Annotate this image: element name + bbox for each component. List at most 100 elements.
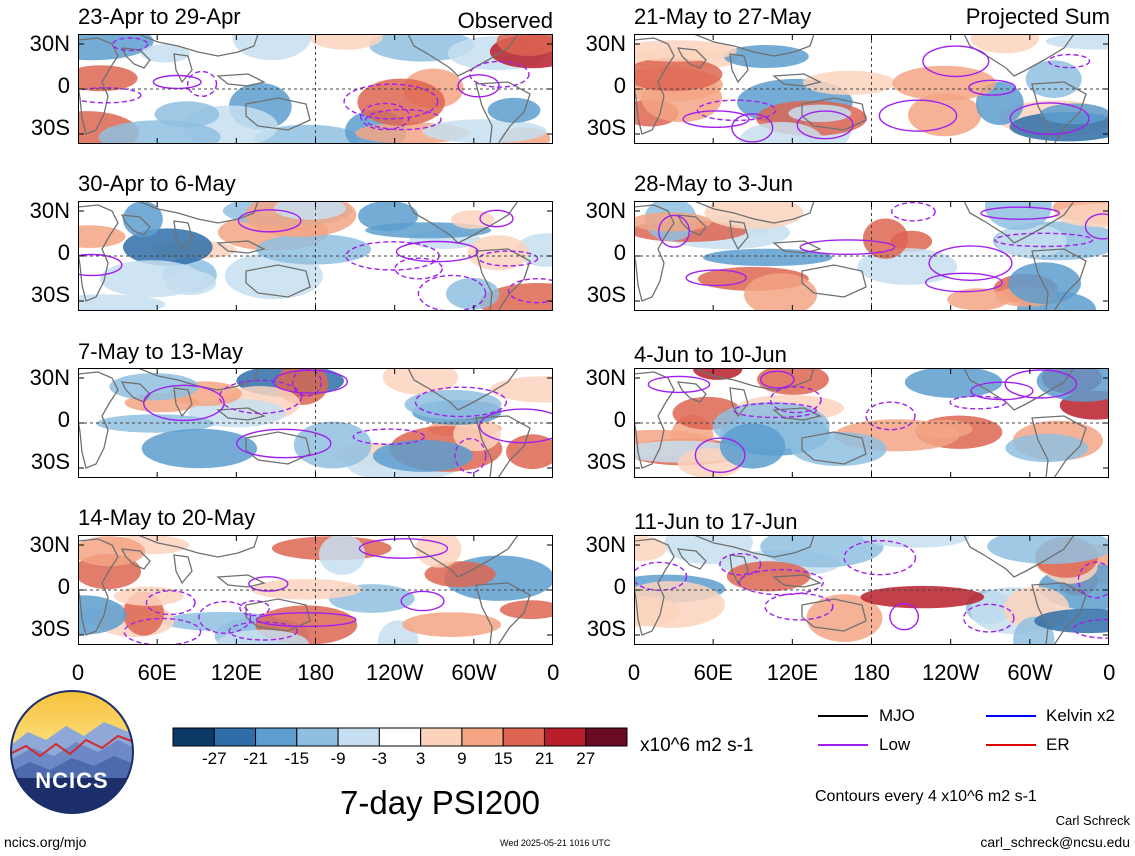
- psi-anomaly-shade: [496, 34, 553, 56]
- low-contour: [865, 401, 916, 431]
- coastline: [634, 37, 675, 135]
- coastline: [963, 535, 1075, 578]
- psi-anomaly-shade: [216, 629, 309, 645]
- psi-anomaly-shade: [723, 45, 809, 68]
- low-contour: [759, 370, 795, 389]
- psi-anomaly-shade: [487, 97, 541, 123]
- lat-label: 0: [57, 73, 70, 98]
- psi-anomaly-shade: [987, 535, 1109, 564]
- coastline: [963, 201, 1075, 244]
- colorbar-swatch: [461, 727, 504, 747]
- low-contour: [928, 245, 1013, 281]
- low-contour: [236, 428, 332, 459]
- lon-label: 0: [71, 660, 85, 685]
- panel-title-5: 7-May to 13-May: [78, 339, 244, 364]
- legend-er-line: [986, 744, 1036, 746]
- timestamp: Wed 2025-05-21 1016 UTC: [500, 838, 611, 848]
- panel-title-7: 14-May to 20-May: [78, 505, 256, 530]
- coastline: [1031, 81, 1087, 144]
- coastline: [1031, 415, 1087, 478]
- low-contour: [507, 278, 553, 304]
- low-contour: [890, 201, 936, 222]
- lon-label: 60W: [451, 660, 497, 685]
- low-contour: [658, 214, 691, 248]
- coastline: [137, 201, 259, 224]
- lat-label: 30N: [29, 31, 70, 56]
- coastline: [78, 371, 119, 469]
- coastline: [634, 371, 675, 469]
- psi-anomaly-shade: [1008, 262, 1081, 305]
- lon-label: 0: [547, 660, 560, 685]
- coastline: [407, 34, 519, 77]
- lon-label: 120E: [766, 660, 819, 685]
- lat-label: 30S: [30, 616, 70, 641]
- psi-anomaly-shade: [78, 294, 166, 311]
- colorbar-swatch: [543, 727, 587, 747]
- lon-label: 60W: [1007, 660, 1053, 685]
- psi-anomaly-shade: [318, 535, 366, 575]
- coastline: [634, 204, 675, 302]
- low-contour: [968, 79, 1016, 96]
- low-contour: [343, 83, 439, 120]
- psi-anomaly-shade: [308, 34, 383, 50]
- psi-anomaly-shade: [424, 561, 496, 588]
- lat-label: 30S: [30, 449, 70, 474]
- psi-anomaly-shade: [224, 252, 323, 300]
- panel-title-6: 4-Jun to 10-Jun: [634, 342, 787, 367]
- psi-anomaly-shade: [634, 595, 682, 627]
- coastline: [693, 34, 815, 57]
- map-panel-3: [78, 201, 553, 311]
- low-contour: [1077, 561, 1109, 599]
- psi-anomaly-shade: [415, 535, 462, 568]
- low-contour: [255, 612, 357, 628]
- lat-label: 30S: [586, 282, 626, 307]
- psi-anomaly-shade: [634, 57, 723, 92]
- low-contour: [457, 74, 500, 98]
- lon-label: 0: [627, 660, 641, 685]
- coastline: [676, 381, 749, 418]
- colorbar-tick-label: 21: [534, 749, 554, 768]
- lat-label: 30N: [29, 198, 70, 223]
- psi-anomaly-shade: [862, 535, 970, 548]
- low-contour: [145, 590, 196, 616]
- colorbar-tick-label: 9: [457, 749, 467, 768]
- low-contour: [682, 110, 750, 129]
- psi-anomaly-shade: [446, 277, 500, 310]
- lat-label: 30S: [30, 282, 70, 307]
- colorbar-swatch: [585, 727, 628, 747]
- lat-label: 30S: [586, 115, 626, 140]
- low-contour: [78, 253, 123, 277]
- low-contour: [731, 113, 774, 143]
- map-panel-8: [634, 535, 1109, 645]
- coastline: [78, 37, 119, 135]
- panel-title-3: 30-Apr to 6-May: [78, 171, 236, 196]
- lon-label: 120E: [210, 660, 263, 685]
- colorbar-tick-label: -3: [371, 749, 387, 768]
- low-contour: [980, 206, 1060, 220]
- colorbar-swatch: [172, 727, 215, 747]
- colorbar-units: x10^6 m2 s-1: [640, 735, 754, 756]
- colorbar-swatch: [255, 727, 298, 747]
- lat-label: 30S: [586, 616, 626, 641]
- psi-anomaly-shade: [255, 234, 372, 265]
- low-contour: [1048, 53, 1091, 69]
- colorbar-tick-label: 15: [493, 749, 513, 768]
- psi-anomaly-shade: [634, 40, 737, 62]
- low-contour: [733, 402, 818, 419]
- low-contour: [358, 538, 449, 559]
- site-link[interactable]: ncics.org/mjo: [4, 834, 87, 850]
- legend-mjo-line: [818, 715, 868, 717]
- coastline: [137, 34, 259, 57]
- panel-tag-projected: Projected Sum: [965, 4, 1110, 29]
- coastline: [634, 538, 675, 636]
- email[interactable]: carl_schreck@ncsu.edu: [980, 834, 1130, 850]
- lat-label: 30N: [29, 532, 70, 557]
- legend-mjo-label: MJO: [879, 706, 915, 725]
- colorbar-tick-label: 27: [576, 749, 596, 768]
- low-contour: [365, 108, 442, 131]
- psi-anomaly-shade: [499, 600, 553, 620]
- low-contour: [218, 379, 303, 415]
- lon-label: 0: [1103, 660, 1116, 685]
- psi-anomaly-shade: [1036, 368, 1109, 402]
- low-contour: [123, 617, 202, 645]
